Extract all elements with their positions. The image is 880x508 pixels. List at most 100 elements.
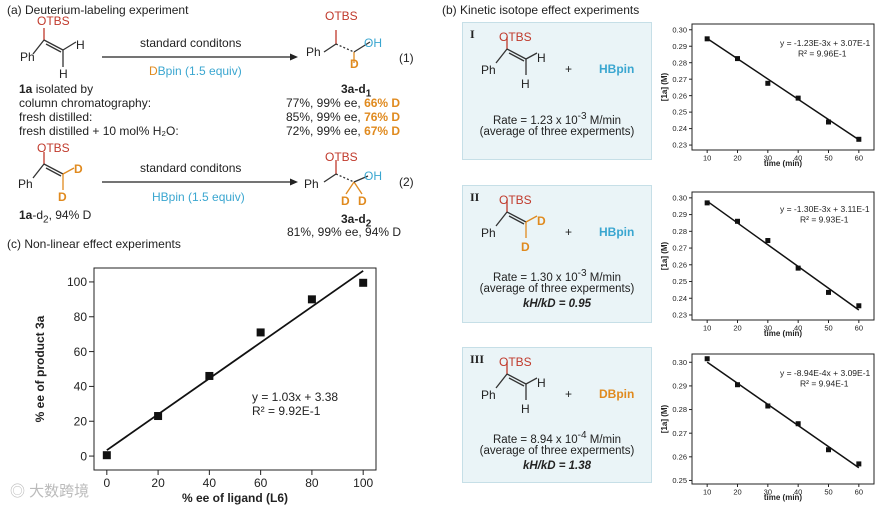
plot-frame bbox=[93, 267, 377, 471]
data-point bbox=[826, 289, 831, 295]
average-note: (average of three experments) bbox=[479, 445, 635, 457]
ph-label: Ph bbox=[304, 177, 319, 191]
x-tick-label: 50 bbox=[824, 488, 832, 497]
data-point bbox=[704, 200, 710, 206]
kie-chart-3: 10 20 30 40 50 60 0.25 0.26 0.27 0.28 0.29 0.30 time… bbox=[660, 353, 875, 502]
y-tick-label: 0.27 bbox=[672, 75, 687, 84]
data-point bbox=[205, 371, 214, 380]
h-label: H bbox=[59, 67, 68, 81]
condition-row-1: column chromatography: bbox=[19, 96, 152, 110]
otbs-label: OTBS bbox=[37, 14, 70, 28]
y-tick-label: 80 bbox=[74, 310, 88, 324]
kie-chart-2: 10 20 30 40 50 60 0.23 0.24 0.25 0.26 0.27 0.28 0.29… bbox=[660, 191, 875, 338]
y-tick-label: 0.30 bbox=[672, 25, 687, 34]
data-point bbox=[102, 451, 111, 460]
y-tick-label: 0.26 bbox=[672, 452, 687, 461]
y-tick-label: 0.29 bbox=[672, 210, 687, 219]
x-tick-label: 30 bbox=[764, 154, 772, 163]
fit-equation: y = -1.23E-3x + 3.07E-1 bbox=[780, 38, 871, 48]
x-tick-label: 20 bbox=[733, 488, 741, 497]
watermark: ◎ 大数跨境 bbox=[10, 483, 90, 500]
y-tick-label: 0.26 bbox=[672, 260, 687, 269]
deuterium-label: D bbox=[521, 240, 530, 254]
h-label: H bbox=[521, 77, 530, 91]
data-point bbox=[765, 80, 771, 86]
x-tick-label: 40 bbox=[794, 154, 802, 163]
x-tick-label: 20 bbox=[733, 154, 741, 163]
plus-sign: + bbox=[565, 387, 573, 401]
x-tick-label: 0 bbox=[103, 476, 110, 490]
reagent-label: HBpin bbox=[599, 62, 635, 76]
fit-r-squared: R² = 9.94E-1 bbox=[800, 379, 849, 389]
kie-chart-1: 10 20 30 40 50 60 0.23 0.24 0.25 0.26 0.27 0.28 0.29… bbox=[660, 23, 875, 168]
plot-frame bbox=[691, 191, 875, 321]
h-label: H bbox=[537, 51, 546, 65]
substrate-structure bbox=[495, 37, 538, 75]
reagent-label: DBpin bbox=[599, 387, 635, 401]
data-point bbox=[826, 447, 831, 453]
equation-number-1: (1) bbox=[399, 51, 414, 65]
y-tick-label: 0.24 bbox=[672, 294, 687, 303]
data-point bbox=[735, 382, 740, 388]
fit-line bbox=[106, 270, 364, 451]
data-point bbox=[795, 95, 801, 101]
ph-label: Ph bbox=[18, 177, 33, 191]
deuterium-label: D bbox=[350, 57, 359, 71]
x-tick-label: 10 bbox=[703, 488, 711, 497]
y-tick-label: 0.30 bbox=[672, 358, 687, 367]
y-axis-label: [1a] (M) bbox=[660, 72, 669, 101]
starting-material-1a-structure bbox=[32, 28, 77, 67]
y-tick-label: 0.28 bbox=[672, 227, 687, 236]
plus-sign: + bbox=[565, 225, 573, 239]
y-tick-label: 0.30 bbox=[672, 193, 687, 202]
starting-material-1a-d2-structure bbox=[32, 152, 75, 190]
product-label-3a-d1: 3a-d1 bbox=[341, 82, 372, 100]
x-axis-label: time (min) bbox=[764, 159, 803, 168]
y-tick-label: 100 bbox=[67, 275, 87, 289]
result-row-2: 85%, 99% ee, 76% D bbox=[286, 110, 401, 124]
x-tick-label: 40 bbox=[203, 476, 217, 490]
data-point bbox=[795, 421, 801, 427]
fit-line bbox=[706, 37, 860, 141]
rate-text: Rate = 1.23 x 10-3 M/min bbox=[492, 111, 622, 127]
substrate-structure bbox=[495, 200, 538, 238]
y-tick-label: 0.24 bbox=[672, 124, 687, 133]
fit-r-squared: R² = 9.92E-1 bbox=[252, 404, 321, 418]
x-tick-label: 60 bbox=[855, 324, 863, 333]
otbs-label: OTBS bbox=[499, 193, 532, 207]
data-point bbox=[735, 218, 740, 224]
y-tick-label: 0.25 bbox=[672, 476, 687, 485]
fit-equation: y = -8.94E-4x + 3.09E-1 bbox=[780, 368, 871, 378]
condition-row-3: fresh distilled + 10 mol% H₂O: bbox=[19, 124, 179, 138]
plot-frame bbox=[691, 353, 875, 485]
box-number: I bbox=[470, 27, 475, 41]
x-tick-label: 20 bbox=[733, 324, 741, 333]
plot-frame bbox=[691, 23, 875, 151]
data-point bbox=[856, 303, 862, 309]
x-axis-label: time (min) bbox=[764, 329, 803, 338]
data-point bbox=[704, 36, 710, 42]
ph-label: Ph bbox=[306, 45, 321, 59]
data-point bbox=[856, 461, 862, 467]
y-tick-label: 0.27 bbox=[672, 244, 687, 253]
ph-label: Ph bbox=[481, 388, 496, 402]
ph-label: Ph bbox=[481, 63, 496, 77]
y-axis-label: [1a] (M) bbox=[660, 404, 669, 433]
x-tick-label: 20 bbox=[151, 476, 165, 490]
x-tick-label: 40 bbox=[794, 488, 802, 497]
plus-sign: + bbox=[565, 62, 573, 76]
kie-value: kH/kD = 1.38 bbox=[522, 460, 592, 472]
fit-line bbox=[706, 361, 860, 469]
data-point bbox=[256, 328, 265, 337]
data-point bbox=[856, 136, 862, 142]
data-point bbox=[704, 356, 710, 362]
y-tick-label: 60 bbox=[74, 345, 88, 359]
y-tick-label: 0.28 bbox=[672, 58, 687, 67]
kie-value: kH/kD = 0.95 bbox=[522, 298, 592, 310]
reagent-label: HBpin bbox=[599, 225, 635, 239]
y-tick-label: 40 bbox=[74, 380, 88, 394]
deuterium-label: D bbox=[58, 190, 67, 204]
result-row-3: 72%, 99% ee, 67% D bbox=[286, 124, 401, 138]
sm-label-1a-d2: 1a-d2, 94% D bbox=[19, 208, 92, 226]
fit-line bbox=[706, 200, 860, 311]
